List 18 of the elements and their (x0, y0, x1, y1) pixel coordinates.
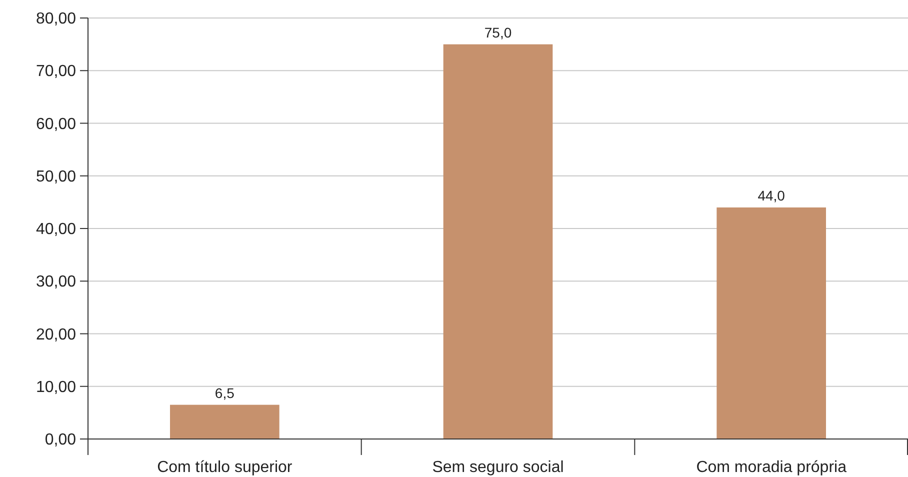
data-label: 75,0 (484, 24, 512, 40)
x-tick-label: Sem seguro social (432, 459, 564, 476)
bar (443, 44, 553, 439)
data-label: 44,0 (758, 187, 786, 204)
y-tick-label: 70,00 (36, 63, 76, 80)
y-tick-label: 20,00 (36, 326, 76, 344)
y-tick-label: 40,00 (36, 221, 76, 238)
data-label: 6,5 (214, 384, 235, 401)
y-tick-label: 80,00 (36, 10, 76, 28)
y-tick-label: 0,00 (44, 432, 76, 449)
x-tick-label: Com título superior (157, 459, 293, 476)
y-tick-label: 60,00 (36, 116, 76, 133)
y-tick-label: 30,00 (36, 274, 76, 291)
y-tick-label: 10,00 (36, 378, 76, 396)
y-tick-label: 50,00 (36, 168, 76, 186)
bar (170, 404, 280, 439)
x-tick-label: Com moradia própria (696, 459, 847, 476)
bar (716, 207, 826, 439)
